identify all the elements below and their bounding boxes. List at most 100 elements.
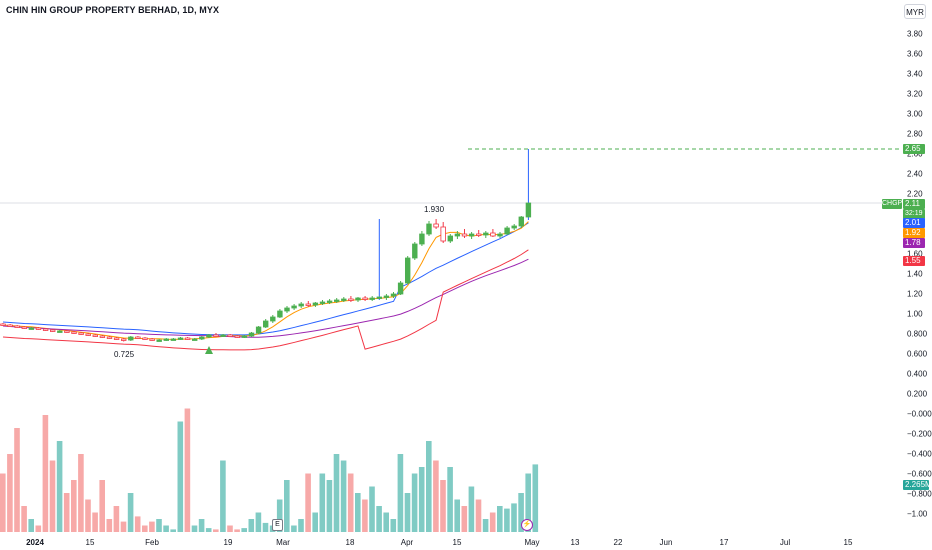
volume-tag: 2.265M [903,480,932,490]
volume-bar [177,421,184,532]
candle-body [71,331,77,334]
price-axis-label: 0.600 [907,349,928,359]
volume-bar [134,516,141,532]
countdown-tag: 32:19 [903,209,925,219]
volume-bar [56,441,63,532]
candle-body [142,337,148,340]
candle-body [277,310,283,318]
candle-body [369,297,375,300]
volume-bar [525,473,531,532]
candle-body [319,301,326,304]
volume-bar [0,473,6,532]
volume-bar [220,460,226,532]
volume-bar [475,499,482,532]
price-axis-label: 3.40 [907,69,923,79]
candle-body [412,243,418,259]
volume-bar [426,441,432,532]
candle-body [220,334,226,337]
currency-button[interactable]: MYR [904,4,926,19]
candle-body [397,282,404,295]
candle-body [511,225,517,229]
volume-bar [440,480,446,532]
candle-body [383,295,390,298]
candle-body [149,338,155,341]
flash-marker[interactable]: ⚡ [521,519,533,531]
candle-body [348,298,354,301]
volume-bar [142,525,148,532]
candle-body [497,233,503,237]
price-axis-label: 2.80 [907,129,923,139]
candle-body [404,257,411,284]
volume-bar [532,464,539,532]
candle-body [113,337,120,340]
earnings-marker[interactable]: E [272,519,283,531]
time-axis-label: 18 [345,538,355,547]
volume-bar [255,512,262,532]
candle-body [7,324,13,327]
volume-bar [49,460,56,532]
volume-bar [362,499,368,532]
candle-body [490,232,496,237]
candle-body [128,336,134,341]
candle-body [333,299,340,302]
volume-bar [347,473,354,532]
price-axis-label: 0.200 [907,389,928,399]
volume-bar [198,519,205,532]
candle-body [284,307,290,312]
volume-bar [99,480,105,532]
candle-body [255,326,262,334]
candle-body [291,305,297,309]
volume-bar [184,408,191,532]
volume-bar [191,525,198,532]
volume-bar [205,528,212,532]
volume-bar [411,473,418,532]
volume-bar [71,480,77,532]
time-axis-label: 15 [843,538,853,547]
volume-bar [120,521,127,532]
candle-body [0,323,6,326]
candle-body [248,332,255,337]
time-axis-label: Jun [659,538,673,547]
volume-bar [21,506,27,532]
price-axis-label: 2.60 [907,149,923,159]
volume-bar [383,512,389,532]
price-axis-label: −0.200 [907,429,932,439]
time-axis-label: Apr [400,538,414,547]
candle-body [298,303,304,307]
candle-body [525,202,532,218]
candle-body [121,338,127,341]
volume-bar [511,503,517,532]
bb-lower-tag: 1.55 [903,256,925,266]
candle-body [241,335,248,338]
candle-body [184,337,191,340]
volume-bar [333,454,340,532]
buy-signal-marker [205,346,213,354]
volume-bar [63,493,70,532]
price-axis-label: −0.000 [907,409,932,419]
candle-body [57,330,63,333]
candle-body [234,335,240,338]
price-axis-label: 0.400 [907,369,928,379]
candle-body [426,223,432,235]
volume-bar [262,522,269,532]
volume-bar [42,415,49,532]
candle-body [92,334,98,337]
volume-bar [454,499,460,532]
price-axis-label: 1.00 [907,309,923,319]
candle-body [35,327,42,330]
volume-bar [504,508,510,532]
candle-body [106,336,113,339]
volume-bar [163,525,169,532]
candle-body [312,302,319,306]
price-axis-label: 0.800 [907,329,928,339]
candle-body [518,216,524,227]
price-axis-label: 3.20 [907,89,923,99]
candle-body [326,300,333,303]
volume-bar [106,519,113,532]
symbol-tag: CHGP [882,199,903,209]
volume-bar [113,506,120,532]
volume-bar [355,493,361,532]
volume-bar [404,493,411,532]
time-axis-label: 22 [613,538,623,547]
